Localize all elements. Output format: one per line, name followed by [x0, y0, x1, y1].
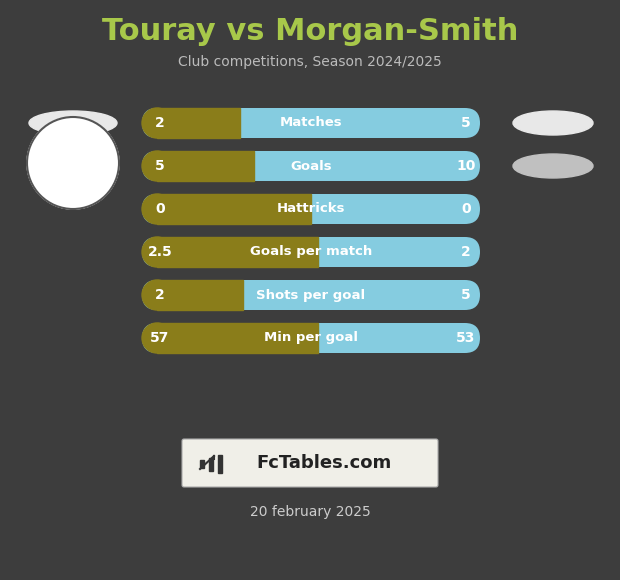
Text: 5: 5	[155, 159, 165, 173]
Text: FcTables.com: FcTables.com	[257, 454, 392, 472]
Circle shape	[142, 194, 172, 224]
Text: Club competitions, Season 2024/2025: Club competitions, Season 2024/2025	[178, 55, 442, 69]
Text: 10: 10	[456, 159, 476, 173]
Circle shape	[27, 117, 119, 209]
Text: 57: 57	[150, 331, 170, 345]
Bar	[157, 237, 318, 267]
Text: Matches: Matches	[280, 117, 342, 129]
Text: Goals per match: Goals per match	[250, 245, 372, 259]
Bar	[209, 458, 213, 470]
Text: Touray vs Morgan-Smith: Touray vs Morgan-Smith	[102, 17, 518, 46]
Ellipse shape	[29, 111, 117, 135]
Text: 2: 2	[461, 245, 471, 259]
Text: 5: 5	[461, 116, 471, 130]
Bar	[157, 323, 318, 353]
Circle shape	[27, 117, 119, 209]
FancyBboxPatch shape	[142, 108, 480, 138]
Text: Goals: Goals	[290, 160, 332, 172]
Bar	[200, 460, 204, 468]
Ellipse shape	[513, 111, 593, 135]
Text: 2.5: 2.5	[148, 245, 172, 259]
Ellipse shape	[513, 154, 593, 178]
FancyBboxPatch shape	[142, 323, 480, 353]
Text: 0: 0	[155, 202, 165, 216]
Bar	[157, 151, 254, 181]
Bar	[157, 194, 311, 224]
FancyBboxPatch shape	[182, 439, 438, 487]
Text: 5: 5	[461, 288, 471, 302]
FancyBboxPatch shape	[142, 280, 480, 310]
Bar	[218, 455, 222, 473]
Text: 2: 2	[155, 116, 165, 130]
Circle shape	[142, 280, 172, 310]
Text: Min per goal: Min per goal	[264, 332, 358, 345]
Circle shape	[142, 237, 172, 267]
FancyBboxPatch shape	[142, 151, 480, 181]
Text: Hattricks: Hattricks	[277, 202, 345, 216]
FancyBboxPatch shape	[142, 237, 480, 267]
FancyBboxPatch shape	[142, 194, 480, 224]
Circle shape	[142, 323, 172, 353]
Bar	[157, 280, 244, 310]
Text: 2: 2	[155, 288, 165, 302]
Text: Shots per goal: Shots per goal	[257, 288, 366, 302]
Circle shape	[142, 108, 172, 138]
Text: 53: 53	[456, 331, 476, 345]
Circle shape	[142, 151, 172, 181]
Bar	[157, 108, 240, 138]
Text: 0: 0	[461, 202, 471, 216]
Text: 20 february 2025: 20 february 2025	[250, 505, 370, 519]
